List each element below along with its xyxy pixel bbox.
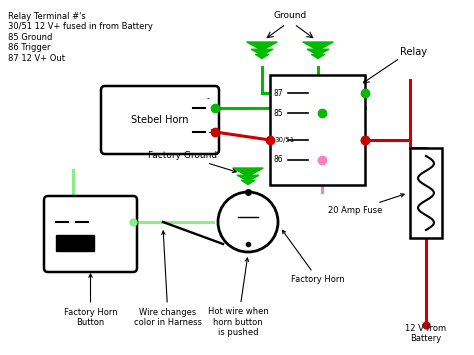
Text: -: -	[207, 94, 210, 103]
FancyBboxPatch shape	[101, 86, 219, 154]
Text: 30/51: 30/51	[274, 137, 294, 143]
FancyBboxPatch shape	[44, 196, 137, 272]
Text: 12 V from
Battery: 12 V from Battery	[405, 324, 447, 343]
Text: Factory Horn: Factory Horn	[283, 230, 345, 284]
Polygon shape	[307, 49, 329, 55]
Circle shape	[218, 192, 278, 252]
Text: +: +	[207, 128, 214, 137]
Text: Stebel Horn: Stebel Horn	[131, 115, 189, 125]
Text: Factory Ground: Factory Ground	[148, 151, 236, 173]
Text: Ground: Ground	[273, 11, 307, 20]
Polygon shape	[255, 54, 269, 59]
Text: 85: 85	[274, 109, 283, 118]
Text: 20 Amp Fuse: 20 Amp Fuse	[328, 194, 404, 215]
Text: Hot wire when
horn button
is pushed: Hot wire when horn button is pushed	[208, 258, 268, 337]
Bar	[270, 75, 365, 185]
Text: 87: 87	[274, 88, 283, 98]
Polygon shape	[311, 54, 325, 59]
Text: Factory Horn
Button: Factory Horn Button	[64, 274, 117, 327]
Text: Relay Terminal #'s
30/51 12 V+ fused in from Battery
85 Ground
86 Trigger
87 12 : Relay Terminal #'s 30/51 12 V+ fused in …	[8, 12, 153, 62]
Bar	[410, 148, 442, 238]
Bar	[56, 235, 94, 251]
Polygon shape	[303, 42, 333, 50]
Polygon shape	[246, 42, 277, 50]
Text: Relay: Relay	[400, 47, 427, 57]
Text: Wire changes
color in Harness: Wire changes color in Harness	[134, 231, 202, 327]
Text: 86: 86	[274, 155, 283, 164]
Polygon shape	[241, 180, 255, 185]
Polygon shape	[233, 168, 263, 176]
Polygon shape	[251, 49, 273, 55]
Polygon shape	[237, 175, 259, 181]
